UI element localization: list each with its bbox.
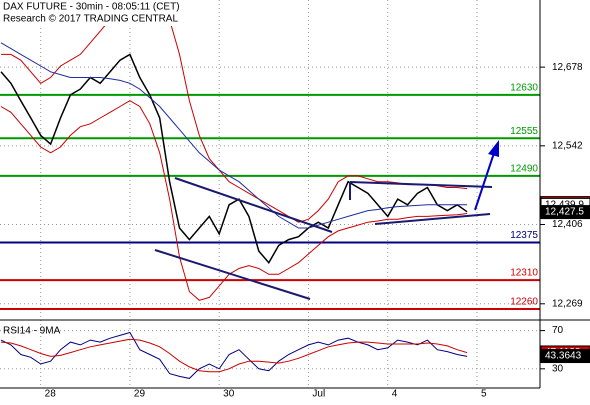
level-label: 12375 — [510, 230, 538, 241]
level-label: 12555 — [510, 126, 538, 137]
x-tick-label: 30 — [223, 389, 235, 400]
y-tick-label: 12,269 — [552, 298, 583, 309]
x-tick-label: 5 — [481, 389, 487, 400]
rsi-panel: 307047.112843.3643 — [0, 325, 590, 379]
arrow-head — [488, 140, 499, 157]
trendlines — [154, 140, 499, 300]
y-tick-label: 12,678 — [552, 62, 583, 73]
chart-subtitle: Research © 2017 TRADING CENTRAL — [3, 14, 178, 25]
y-tick-label: 12,542 — [552, 140, 583, 151]
trendline — [154, 249, 311, 300]
grid — [0, 0, 545, 388]
x-tick-label: 29 — [134, 389, 146, 400]
chart-title: DAX FUTURE - 30min - 08:05:11 (CET) — [3, 2, 180, 13]
y-tick-label: 70 — [552, 325, 564, 336]
series-line — [0, 100, 468, 301]
y-tick-label: 30 — [552, 363, 564, 374]
trendline — [349, 181, 493, 188]
series-line — [0, 42, 468, 229]
y-tick-label: 12,406 — [552, 219, 583, 230]
price-box-label: 12,427.5 — [545, 207, 584, 218]
level-label: 12630 — [510, 83, 538, 94]
price-box-label: 43.3643 — [545, 351, 582, 362]
arrow — [474, 152, 495, 211]
series-line — [0, 331, 468, 379]
series-line — [0, 338, 468, 373]
x-tick-label: Jul — [312, 389, 325, 400]
series-line — [1, 1, 468, 223]
level-label: 12490 — [510, 164, 538, 175]
header-bg — [0, 0, 205, 26]
price-box-label: 12,439.9 — [545, 200, 584, 211]
level-label: 12310 — [510, 268, 538, 279]
price-panel: 12630125551249012375123101226012,443.012… — [0, 1, 590, 311]
trendline — [374, 213, 491, 225]
price-box — [540, 349, 590, 364]
level-label: 12260 — [510, 297, 538, 308]
trendline — [174, 177, 333, 233]
price-box — [540, 205, 590, 220]
rsi-title: RSI14 - 9MA — [3, 326, 61, 337]
x-tick-label: 4 — [392, 389, 398, 400]
series-line — [0, 53, 468, 264]
x-tick-label: 28 — [45, 389, 57, 400]
